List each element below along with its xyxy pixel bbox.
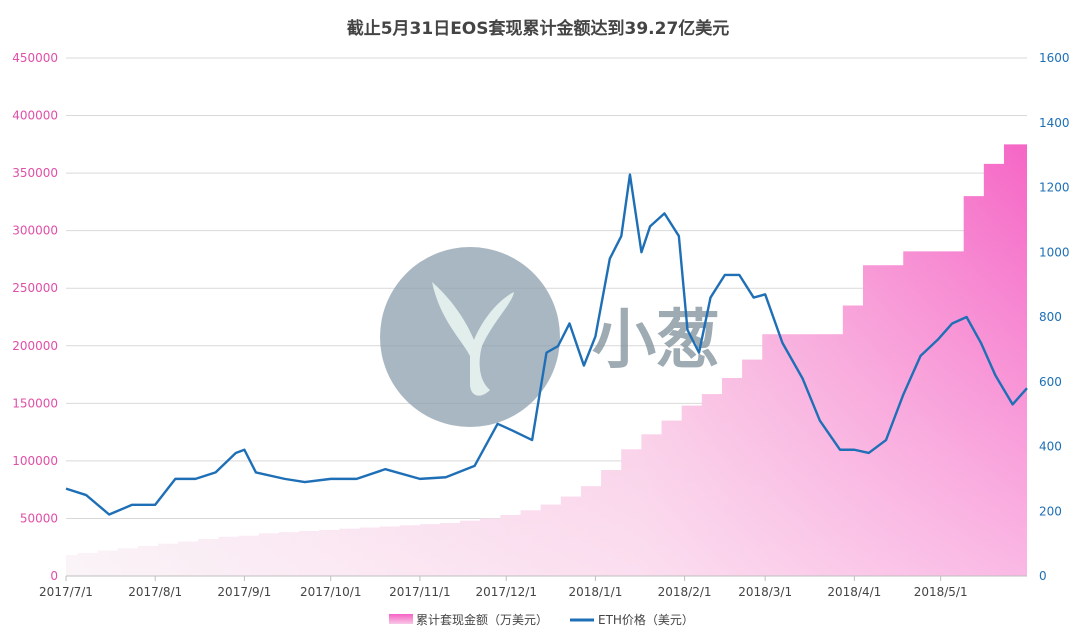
x-tick-label: 2017/12/1 — [475, 585, 537, 599]
legend-label-area: 累计套现金额（万美元） — [416, 612, 548, 627]
left-tick-label: 250000 — [12, 281, 58, 295]
x-tick-label: 2018/4/1 — [827, 585, 881, 599]
axes: 0 50000 100000 150000 200000 250000 300000 3500… — [12, 51, 1069, 599]
x-tick-label: 2017/9/1 — [217, 585, 271, 599]
line-series-layer — [65, 173, 1028, 516]
x-tick-label: 2017/7/1 — [39, 585, 93, 599]
right-tick-label: 1600 — [1039, 51, 1070, 65]
eth-price-line — [65, 173, 1028, 516]
left-tick-label: 300000 — [12, 224, 58, 238]
x-tick-label: 2017/8/1 — [128, 585, 182, 599]
x-tick-label: 2018/2/1 — [658, 585, 712, 599]
left-tick-label: 150000 — [12, 396, 58, 410]
left-tick-label: 350000 — [12, 166, 58, 180]
x-tick-label: 2018/5/1 — [914, 585, 968, 599]
legend-label-line: ETH价格（美元） — [598, 612, 694, 627]
x-tick-label: 2017/11/1 — [389, 585, 451, 599]
watermark-leaf-icon — [432, 282, 514, 396]
area-series-layer — [66, 123, 1027, 576]
right-tick-label: 400 — [1039, 440, 1062, 454]
left-tick-label: 100000 — [12, 454, 58, 468]
watermark: 小葱 — [380, 247, 720, 427]
x-tick-label: 2018/1/1 — [568, 585, 622, 599]
left-tick-label: 400000 — [12, 109, 58, 123]
legend-swatch-area — [389, 614, 413, 624]
right-tick-label: 800 — [1039, 310, 1062, 324]
left-tick-label: 50000 — [20, 511, 58, 525]
watermark-text: 小葱 — [592, 304, 720, 378]
right-tick-label: 0 — [1039, 569, 1047, 583]
legend: 累计套现金额（万美元） ETH价格（美元） — [389, 612, 694, 627]
x-tick-label: 2017/10/1 — [300, 585, 362, 599]
right-tick-label: 1400 — [1039, 116, 1070, 130]
right-tick-label: 1200 — [1039, 181, 1070, 195]
left-tick-label: 0 — [50, 569, 58, 583]
area-series-shade — [66, 123, 1027, 576]
right-tick-label: 200 — [1039, 504, 1062, 518]
chart-title: 截止5月31日EOS套现累计金额达到39.27亿美元 — [347, 18, 730, 39]
x-tick-label: 2018/3/1 — [738, 585, 792, 599]
left-tick-label: 450000 — [12, 51, 58, 65]
right-tick-label: 1000 — [1039, 245, 1070, 259]
right-tick-label: 600 — [1039, 375, 1062, 389]
left-tick-label: 200000 — [12, 339, 58, 353]
